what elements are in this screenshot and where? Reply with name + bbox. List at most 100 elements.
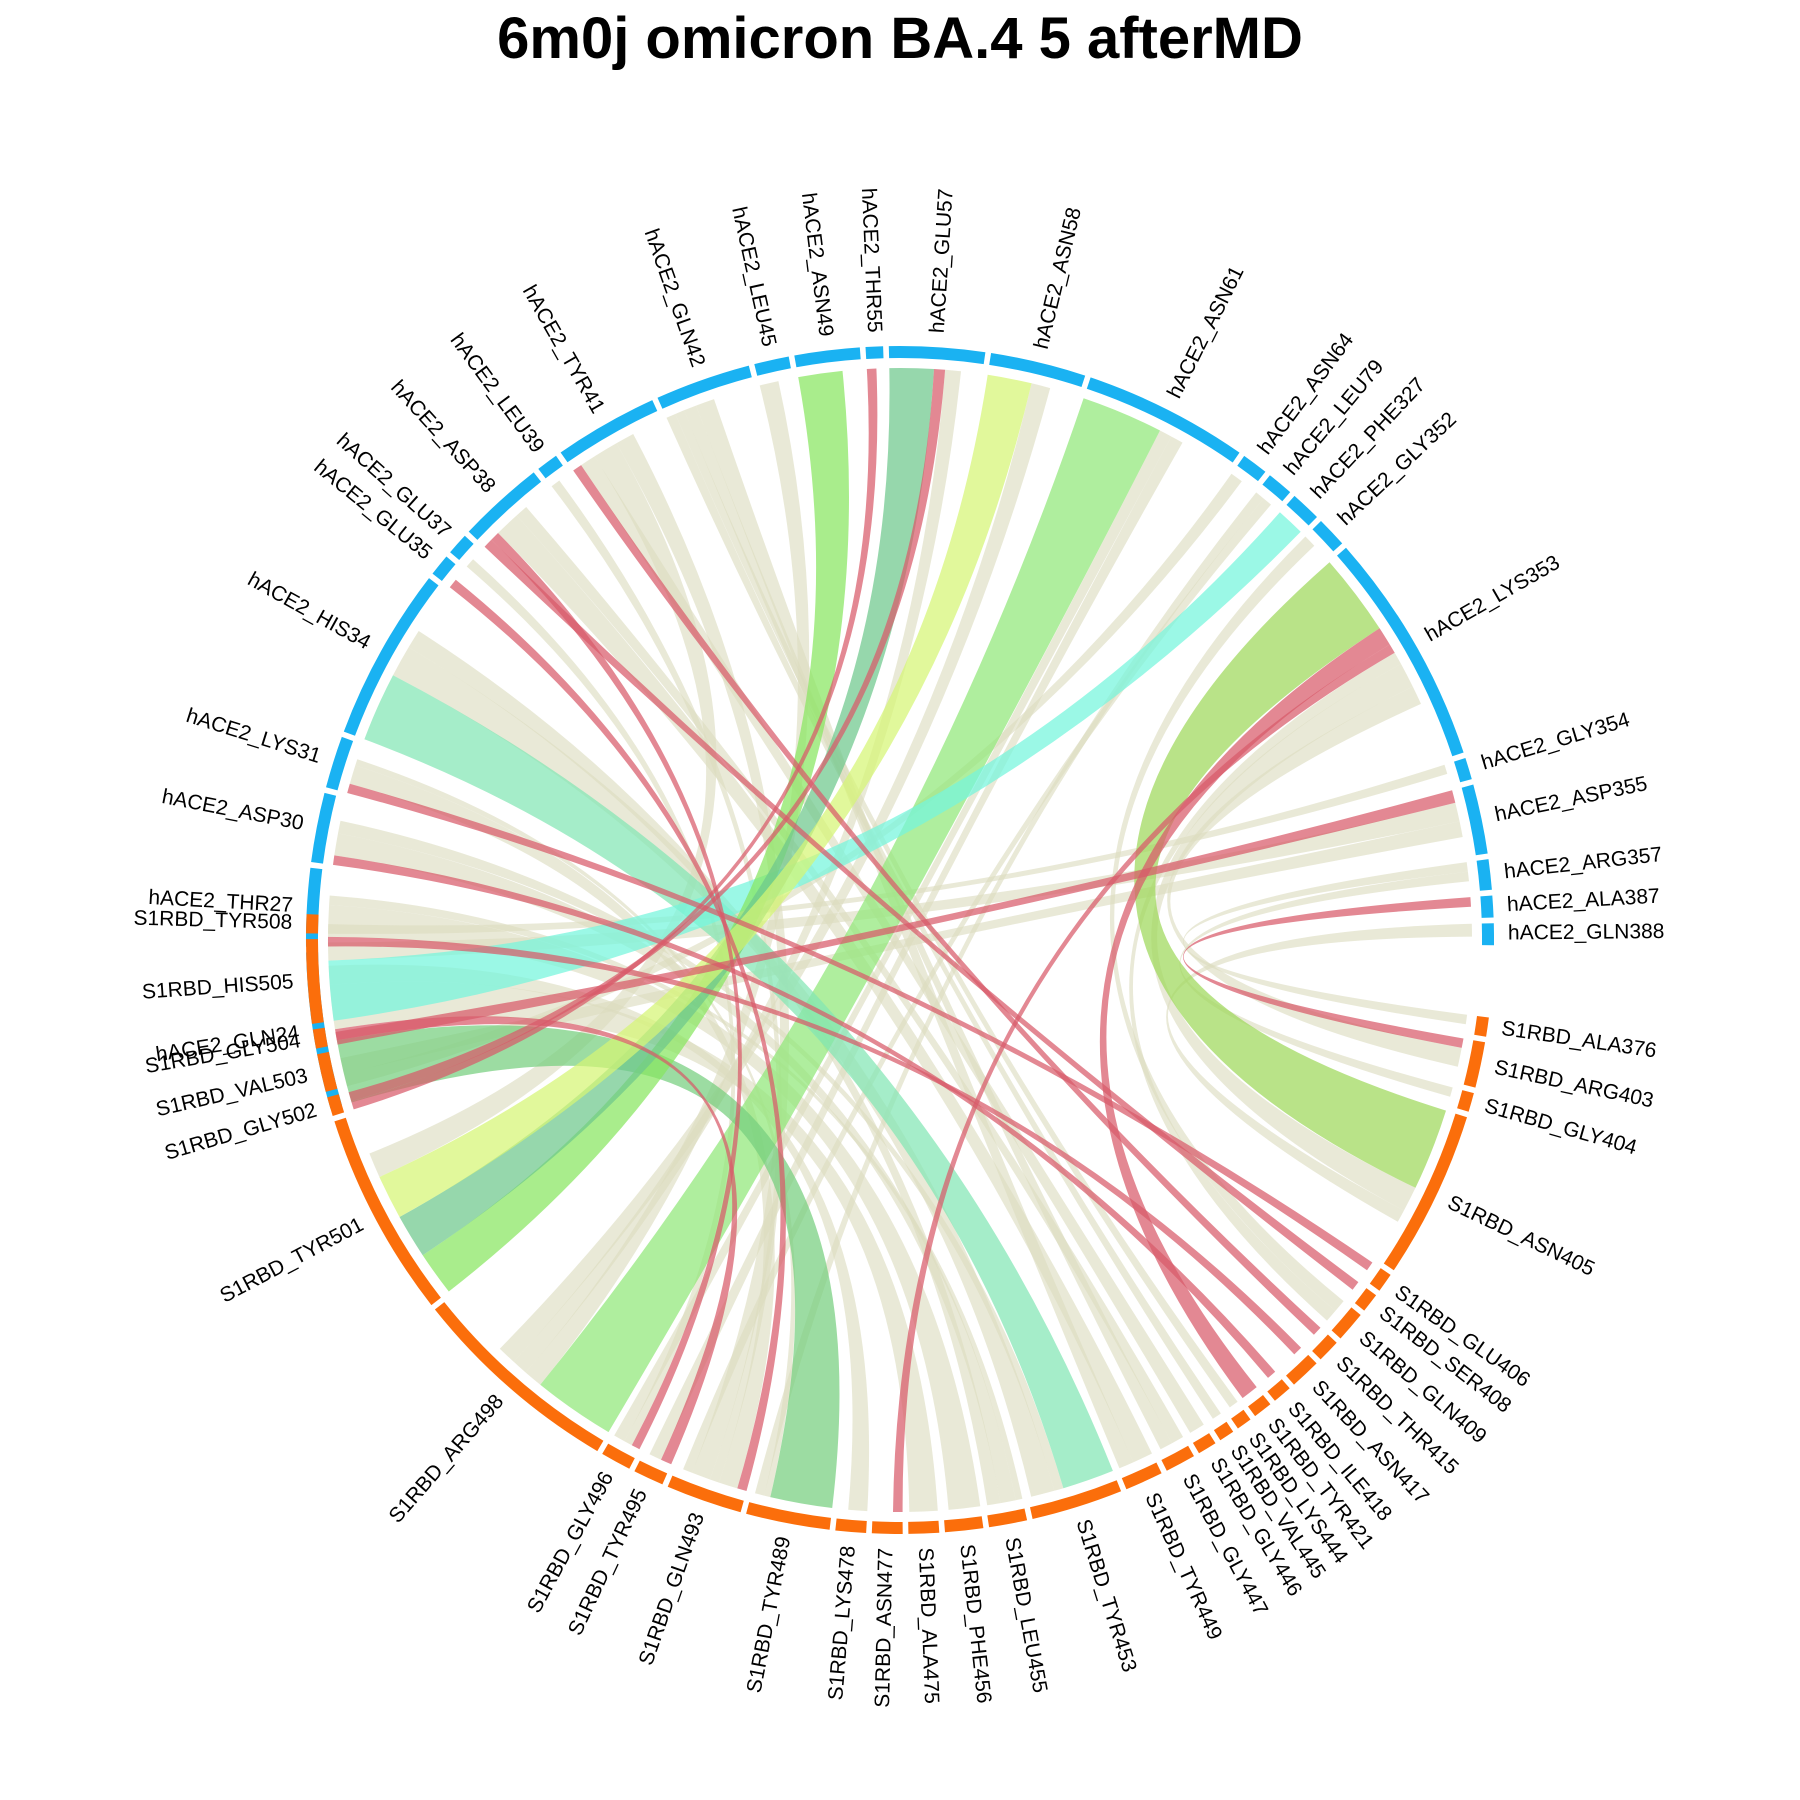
link-hace2-lys353-s1rbd-asn405 [1151, 663, 1416, 1211]
track-hace2-thr55 [865, 346, 884, 359]
track-hace2-asp355 [1461, 784, 1488, 856]
track-s1rbd-arg498 [434, 1302, 604, 1452]
sector-label-s1rbd-tyr501: S1RBD_TYR501 [216, 1213, 367, 1307]
track-hace2-gln388 [1481, 923, 1495, 946]
sector-label-s1rbd-ala475: S1RBD_ALA475 [914, 1547, 943, 1704]
sector-label-s1rbd-his505: S1RBD_HIS505 [141, 970, 294, 1004]
track-s1rbd-gln409 [1331, 1307, 1361, 1339]
sector-label-s1rbd-tyr508: S1RBD_TYR508 [133, 907, 292, 934]
track-hace2-his34 [343, 578, 439, 736]
sector-label-hace2-asp30: hACE2_ASP30 [160, 785, 305, 835]
sector-label-hace2-his34: hACE2_HIS34 [244, 568, 375, 655]
link-hace2-arg357-s1rbd-gly404 [1179, 871, 1469, 1097]
link-hace2-phe327-s1rbd-his505 [328, 512, 1301, 1021]
track-s1rbd-gly446 [1192, 1433, 1216, 1454]
sector-tracks [305, 345, 1495, 1535]
sector-label-s1rbd-leu455: S1RBD_LEU455 [1000, 1536, 1051, 1695]
sector-label-s1rbd-ala376: S1RBD_ALA376 [1500, 1017, 1658, 1063]
track-hace2-leu39 [538, 455, 563, 479]
track-s1rbd-asn417 [1286, 1354, 1317, 1385]
link-hace2-asn61-s1rbd-gly496 [614, 430, 1172, 1442]
sector-label-s1rbd-asn477: S1RBD_ASN477 [871, 1548, 897, 1708]
track-hace2-leu45 [754, 356, 791, 376]
sector-label-s1rbd-phe456: S1RBD_PHE456 [955, 1543, 995, 1704]
track-hace2-glu37 [450, 535, 474, 560]
link-hace2-his34-s1rbd-tyr453 [364, 675, 1113, 1489]
chord-links [327, 367, 1472, 1513]
sector-label-hace2-lys31: hACE2_LYS31 [184, 704, 324, 768]
track-s1rbd-val445 [1213, 1421, 1234, 1441]
track-s1rbd-gly504 [312, 1027, 328, 1049]
sector-label-s1rbd-gln493: S1RBD_GLN493 [635, 1510, 710, 1669]
link-hace2-gln24-s1rbd-tyr489 [336, 1025, 840, 1508]
link-hace2-asn61-s1rbd-arg498 [540, 398, 1160, 1433]
link-hace2-ala387-s1rbd-arg403 [1183, 897, 1471, 1048]
track-s1rbd-asn477 [871, 1521, 903, 1535]
track-s1rbd-ile418 [1267, 1379, 1290, 1401]
track-hace2-leu79 [1262, 475, 1291, 502]
track-hace2-gly354 [1454, 758, 1472, 783]
track-s1rbd-gly447 [1161, 1445, 1194, 1471]
sector-label-hace2-leu45: hACE2_LEU45 [727, 205, 780, 349]
sector-label-hace2-asn58: hACE2_ASN58 [1030, 205, 1086, 351]
sector-label-hace2-lys353: hACE2_LYS353 [1421, 551, 1564, 646]
sector-label-hace2-arg357: hACE2_ARG357 [1503, 843, 1663, 883]
sector-label-s1rbd-arg498: S1RBD_ARG498 [384, 1390, 508, 1527]
link-hace2-lys353-s1rbd-tyr421 [1099, 628, 1390, 1399]
track-hace2-lys353 [1337, 547, 1464, 757]
track-hace2-lys31 [326, 736, 354, 791]
track-s1rbd-gly404 [1457, 1090, 1474, 1112]
track-s1rbd-tyr508 [306, 914, 319, 934]
track-s1rbd-his505 [305, 939, 324, 1024]
track-s1rbd-asn405 [1383, 1113, 1467, 1271]
track-s1rbd-gly496 [602, 1443, 635, 1469]
sector-label-s1rbd-lys478: S1RBD_LYS478 [824, 1545, 860, 1701]
link-hace2-arg357-s1rbd-ala376 [1183, 862, 1468, 1025]
sector-label-hace2-tyr41: hACE2_TYR41 [518, 281, 609, 417]
sector-label-s1rbd-asn405: S1RBD_ASN405 [1444, 1191, 1598, 1281]
track-hace2-gly352 [1312, 521, 1343, 552]
track-s1rbd-lys478 [835, 1518, 867, 1533]
track-hace2-asn64 [1237, 455, 1266, 482]
link-hace2-glu57-s1rbd-gly502 [348, 369, 946, 1102]
sector-label-hace2-glu57: hACE2_GLU57 [926, 188, 958, 334]
track-s1rbd-tyr449 [1121, 1462, 1162, 1490]
track-hace2-ala387 [1480, 895, 1494, 918]
track-hace2-asn49 [794, 347, 861, 368]
track-s1rbd-ser408 [1354, 1288, 1377, 1311]
track-hace2-glu35 [432, 556, 456, 581]
track-s1rbd-tyr495 [634, 1460, 668, 1485]
sector-label-hace2-gly354: hACE2_GLY354 [1479, 708, 1633, 774]
sector-label-s1rbd-tyr453: S1RBD_TYR453 [1072, 1516, 1141, 1674]
link-hace2-asp355-s1rbd-val503 [340, 821, 1463, 1074]
sector-label-hace2-thr55: hACE2_THR55 [857, 187, 886, 333]
track-s1rbd-tyr453 [1030, 1480, 1122, 1519]
track-hace2-glu57 [888, 345, 986, 365]
track-s1rbd-tyr421 [1248, 1395, 1271, 1417]
sector-label-hace2-gln388: hACE2_GLN388 [1508, 920, 1665, 945]
sector-label-hace2-asn49: hACE2_ASN49 [797, 191, 838, 337]
chart-title: 6m0j omicron BA.4 5 afterMD [497, 6, 1303, 71]
track-s1rbd-lys444 [1231, 1409, 1251, 1429]
link-hace2-lys353-s1rbd-asn405 [1134, 562, 1446, 1188]
track-s1rbd-phe456 [944, 1516, 984, 1533]
track-hace2-asn61 [1086, 377, 1240, 463]
link-hace2-asp355-s1rbd-gly504 [335, 790, 1456, 1045]
track-s1rbd-ala376 [1474, 1016, 1489, 1037]
sector-label-hace2-asn61: hACE2_ASN61 [1163, 262, 1249, 402]
track-s1rbd-leu455 [987, 1508, 1028, 1528]
sector-label-hace2-gln42: hACE2_GLN42 [640, 226, 710, 370]
track-hace2-thr27 [305, 867, 323, 947]
sector-label-s1rbd-tyr489: S1RBD_TYR489 [743, 1535, 796, 1695]
track-s1rbd-tyr501 [334, 1117, 441, 1306]
link-hace2-lys353-s1rbd-gln409 [1129, 652, 1401, 1321]
track-s1rbd-gln493 [667, 1475, 744, 1513]
track-s1rbd-thr415 [1312, 1334, 1337, 1360]
track-hace2-arg357 [1476, 859, 1492, 891]
track-s1rbd-gly502 [327, 1094, 345, 1116]
track-hace2-phe327 [1286, 495, 1317, 526]
link-hace2-tyr41-s1rbd-tyr501 [369, 443, 717, 1177]
track-hace2-asp30 [311, 792, 337, 864]
track-hace2-gln42 [657, 365, 752, 409]
